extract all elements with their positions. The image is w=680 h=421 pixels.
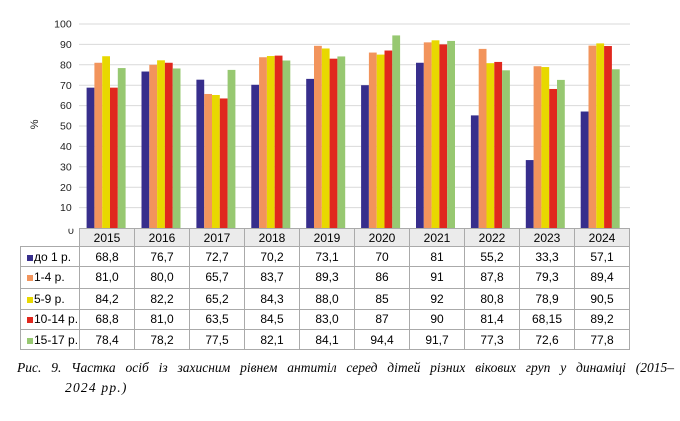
svg-text:100: 100 (54, 19, 72, 31)
svg-text:80: 80 (60, 59, 72, 71)
svg-text:10: 10 (60, 202, 72, 214)
svg-text:20: 20 (60, 182, 72, 194)
svg-text:%: % (29, 119, 41, 129)
svg-text:40: 40 (60, 141, 72, 153)
svg-text:50: 50 (60, 121, 72, 133)
svg-text:30: 30 (60, 161, 72, 173)
svg-text:60: 60 (60, 100, 72, 112)
svg-text:90: 90 (60, 39, 72, 51)
svg-text:70: 70 (60, 80, 72, 92)
svg-text:0: 0 (68, 225, 74, 237)
